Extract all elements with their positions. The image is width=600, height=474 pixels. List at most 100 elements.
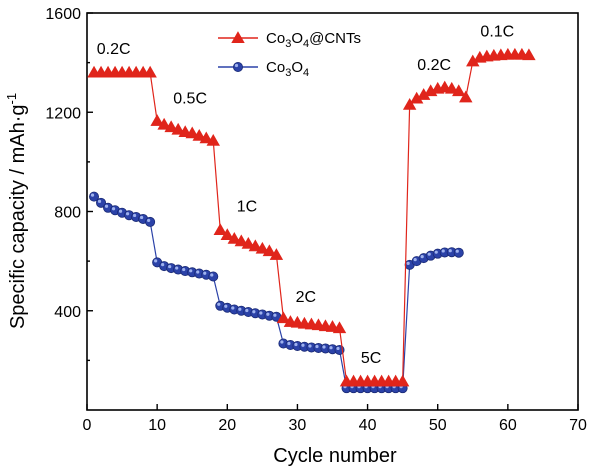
data-point bbox=[185, 126, 199, 139]
legend-label-part: 3 bbox=[285, 67, 291, 79]
rate-label: 2C bbox=[296, 289, 316, 306]
data-point bbox=[276, 311, 291, 324]
y-axis-title-superscript: -1 bbox=[4, 93, 19, 105]
legend-marker bbox=[232, 62, 243, 73]
data-point bbox=[459, 90, 473, 103]
legend-label-part: @CNTs bbox=[309, 30, 361, 47]
data-point bbox=[227, 231, 242, 244]
data-point-highlight bbox=[140, 215, 144, 220]
data-point bbox=[262, 244, 277, 257]
x-tick-label: 40 bbox=[359, 417, 377, 434]
x-tick-label: 50 bbox=[429, 417, 447, 434]
data-point-highlight bbox=[245, 308, 249, 313]
y-tick-label: 800 bbox=[54, 205, 81, 222]
y-tick-label: 400 bbox=[54, 304, 81, 321]
data-point bbox=[445, 81, 459, 94]
data-point-highlight bbox=[329, 346, 333, 350]
rate-label: 1C bbox=[237, 199, 257, 216]
data-point-highlight bbox=[280, 340, 284, 344]
data-point-highlight bbox=[315, 344, 319, 349]
legend-label: Co3O4@CNTs bbox=[266, 30, 361, 50]
data-point-highlight bbox=[308, 344, 312, 348]
data-point-highlight bbox=[322, 345, 326, 349]
data-point-highlight bbox=[287, 341, 291, 346]
data-point-highlight bbox=[161, 262, 165, 267]
data-point-highlight bbox=[336, 346, 340, 351]
data-point-highlight bbox=[125, 212, 130, 216]
data-point-highlight bbox=[90, 193, 95, 197]
legend-label-part: 4 bbox=[303, 67, 309, 79]
data-point-highlight bbox=[434, 250, 438, 254]
data-point-highlight bbox=[420, 255, 424, 259]
y-tick-label: 1200 bbox=[45, 105, 81, 122]
data-point bbox=[402, 98, 417, 110]
data-point-highlight bbox=[154, 259, 158, 263]
legend-item: Co3O4@CNTs bbox=[218, 30, 361, 50]
data-point-highlight bbox=[175, 266, 179, 270]
data-point-highlight bbox=[427, 252, 431, 256]
data-point bbox=[145, 216, 156, 227]
legend-label-part: Co bbox=[266, 30, 285, 47]
x-axis-title: Cycle number bbox=[273, 445, 397, 467]
legend-marker-highlight bbox=[234, 63, 239, 68]
data-point-highlight bbox=[238, 307, 242, 311]
data-point bbox=[143, 65, 157, 78]
legend-label-part: Co bbox=[266, 59, 285, 76]
rate-label: 0.2C bbox=[417, 57, 451, 74]
data-point-highlight bbox=[252, 310, 256, 314]
x-tick-label: 20 bbox=[218, 417, 236, 434]
data-point bbox=[150, 114, 164, 126]
legend-label-part: O bbox=[291, 30, 303, 47]
data-point bbox=[269, 248, 284, 260]
data-point-highlight bbox=[406, 261, 410, 265]
data-point-highlight bbox=[441, 249, 445, 253]
data-point bbox=[452, 84, 466, 97]
data-point-highlight bbox=[413, 258, 417, 262]
data-point bbox=[220, 228, 235, 241]
rate-label: 5C bbox=[361, 350, 381, 367]
data-point-highlight bbox=[111, 207, 116, 211]
data-point-highlight bbox=[203, 271, 207, 275]
legend-item: Co3O4 bbox=[218, 59, 309, 79]
y-tick-label: 1600 bbox=[45, 6, 81, 23]
data-point bbox=[192, 129, 206, 141]
data-point bbox=[234, 234, 249, 247]
data-point-highlight bbox=[118, 209, 123, 213]
data-point bbox=[164, 120, 178, 133]
series-co3o4-cnts bbox=[87, 47, 536, 387]
x-tick-label: 30 bbox=[289, 417, 307, 434]
data-point-highlight bbox=[182, 267, 186, 272]
data-point-highlight bbox=[266, 312, 270, 316]
data-point-highlight bbox=[294, 342, 298, 347]
data-point-highlight bbox=[301, 343, 305, 347]
legend-marker bbox=[231, 31, 245, 43]
y-axis-title: Specific capacity / mAh·g-1 bbox=[4, 93, 29, 329]
data-point bbox=[157, 117, 171, 130]
x-tick-label: 10 bbox=[148, 417, 166, 434]
data-point bbox=[171, 122, 185, 135]
rate-label: 0.2C bbox=[97, 41, 131, 58]
data-point bbox=[199, 131, 213, 144]
data-point-highlight bbox=[259, 311, 263, 315]
data-point-highlight bbox=[147, 218, 151, 223]
series-layer bbox=[87, 47, 536, 394]
data-point-highlight bbox=[231, 306, 235, 310]
axis-ticks: 0 10 20 30 40 50 60 70 400 800 1200 1600 bbox=[45, 6, 587, 434]
data-point-highlight bbox=[210, 273, 214, 277]
data-point-highlight bbox=[133, 213, 137, 218]
data-point-highlight bbox=[97, 199, 102, 203]
x-tick-label: 60 bbox=[499, 417, 517, 434]
x-tick-label: 70 bbox=[569, 417, 587, 434]
data-point bbox=[522, 48, 536, 61]
data-point bbox=[241, 236, 256, 249]
rate-labels: 0.2C 0.5C 1C 2C 5C 0.2C 0.1C bbox=[97, 24, 514, 367]
data-point-highlight bbox=[104, 204, 109, 208]
series-line bbox=[94, 54, 529, 383]
legend-label-part: 4 bbox=[303, 38, 309, 50]
data-point bbox=[453, 247, 464, 258]
legend-label-part: O bbox=[291, 59, 303, 76]
data-point-highlight bbox=[273, 313, 277, 317]
data-point-highlight bbox=[196, 270, 200, 274]
